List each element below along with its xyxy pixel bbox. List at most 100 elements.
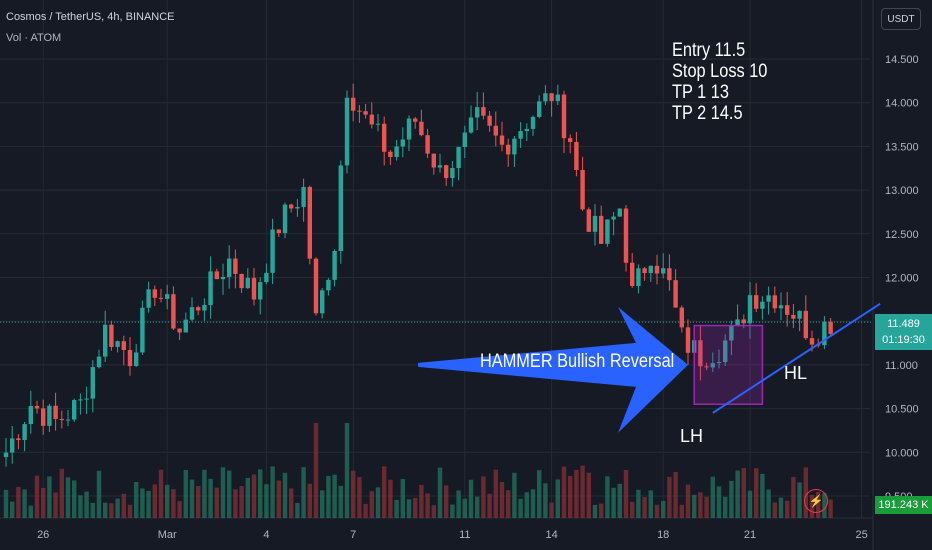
candle-body bbox=[468, 117, 474, 133]
trend-line bbox=[712, 302, 881, 414]
volume-bar bbox=[233, 489, 238, 518]
y-tick-label: 13.000 bbox=[885, 185, 919, 197]
candle-body bbox=[53, 405, 58, 419]
volume-bar bbox=[214, 487, 219, 518]
volume-bar bbox=[667, 476, 672, 518]
volume-bar bbox=[65, 477, 71, 518]
candle-body bbox=[406, 118, 412, 140]
volume-bar bbox=[251, 474, 257, 518]
x-tick-label: 14 bbox=[545, 529, 557, 541]
candle-body bbox=[41, 408, 46, 426]
y-tick-label: 11.000 bbox=[885, 360, 918, 372]
volume-bar bbox=[53, 492, 58, 518]
candle-body bbox=[791, 314, 796, 319]
volume-bar bbox=[227, 470, 232, 518]
candle-body bbox=[10, 438, 15, 453]
candle-body bbox=[797, 310, 802, 319]
candle-body bbox=[47, 405, 52, 426]
arrow-shape bbox=[418, 306, 688, 433]
volume-bar bbox=[828, 499, 833, 518]
volume-bar bbox=[307, 483, 312, 518]
volume-bar bbox=[599, 503, 604, 518]
candle-body bbox=[140, 307, 145, 353]
candle-body bbox=[772, 295, 777, 309]
candle-body bbox=[785, 305, 790, 315]
x-tick-label: 21 bbox=[744, 529, 756, 541]
candle-body bbox=[512, 138, 517, 155]
y-tick-label: 14.000 bbox=[885, 98, 919, 110]
volume-bar bbox=[313, 423, 319, 518]
candle-body bbox=[227, 258, 232, 277]
candle-body bbox=[586, 209, 591, 232]
candle-body bbox=[183, 319, 188, 333]
volume-bar bbox=[673, 471, 678, 518]
candle-body bbox=[475, 107, 480, 118]
lightning-icon[interactable]: ⚡ bbox=[804, 489, 828, 513]
y-tick-label: 13.500 bbox=[885, 141, 919, 153]
candle-body bbox=[301, 186, 306, 207]
candle-body bbox=[723, 340, 728, 363]
volume-bar bbox=[468, 479, 474, 518]
volume-bar bbox=[369, 491, 374, 518]
volume-bar bbox=[282, 472, 288, 518]
volume-bar bbox=[41, 487, 46, 518]
volume-bar bbox=[611, 487, 616, 518]
volume-bar bbox=[326, 475, 331, 518]
volume-bar bbox=[444, 485, 449, 518]
volume-bar bbox=[196, 486, 201, 518]
volume-bar bbox=[47, 476, 52, 518]
volume-bar bbox=[568, 475, 573, 518]
candle-body bbox=[419, 121, 424, 136]
candle-body bbox=[313, 258, 319, 314]
volume-bar bbox=[400, 478, 405, 518]
volume-bar bbox=[654, 504, 660, 518]
volume-bar bbox=[320, 490, 325, 518]
volume-bar bbox=[115, 498, 120, 518]
volume-bar bbox=[772, 502, 777, 518]
bar-countdown: 01:19:30 bbox=[882, 334, 925, 346]
volume-bar bbox=[716, 486, 722, 518]
volume-bar bbox=[189, 479, 195, 518]
candle-body bbox=[747, 295, 753, 324]
volume-bar bbox=[276, 480, 281, 518]
candle-body bbox=[524, 128, 529, 132]
volume-bar bbox=[475, 496, 480, 518]
candle-body bbox=[214, 271, 219, 280]
candle-body bbox=[171, 294, 176, 329]
volume-bar bbox=[351, 470, 356, 518]
candle-body bbox=[530, 116, 536, 129]
volume-bar bbox=[580, 465, 585, 518]
volume-bar bbox=[146, 490, 151, 518]
candle-body bbox=[115, 341, 120, 347]
candle-body bbox=[270, 229, 275, 273]
x-tick-label: 7 bbox=[350, 529, 356, 541]
candle-body bbox=[16, 438, 21, 441]
volume-bar bbox=[84, 491, 89, 518]
hammer-box bbox=[693, 324, 764, 405]
candle-body bbox=[506, 144, 511, 155]
volume-bar bbox=[586, 472, 591, 518]
volume-bar bbox=[406, 499, 412, 518]
current-price: 11.489 bbox=[887, 318, 920, 330]
volume-bar bbox=[735, 470, 740, 518]
currency-button[interactable]: USDT bbox=[881, 8, 921, 30]
volume-bar bbox=[685, 484, 691, 518]
candle-body bbox=[605, 219, 610, 244]
candle-body bbox=[456, 146, 461, 168]
candle-body bbox=[208, 271, 213, 306]
volume-bar bbox=[537, 470, 542, 518]
y-tick-label: 10.000 bbox=[885, 447, 919, 459]
volume-bar bbox=[543, 483, 548, 518]
candle-body bbox=[103, 324, 108, 357]
candle-body bbox=[289, 204, 294, 209]
candle-body bbox=[134, 352, 139, 367]
volume-bar bbox=[741, 468, 746, 518]
volume-bar bbox=[506, 490, 511, 518]
volume-bar bbox=[96, 470, 102, 518]
candle-body bbox=[549, 93, 554, 102]
candle-body bbox=[679, 307, 684, 328]
candle-body bbox=[78, 399, 83, 401]
candle-body bbox=[555, 94, 560, 102]
y-tick-label: 12.500 bbox=[885, 229, 919, 241]
